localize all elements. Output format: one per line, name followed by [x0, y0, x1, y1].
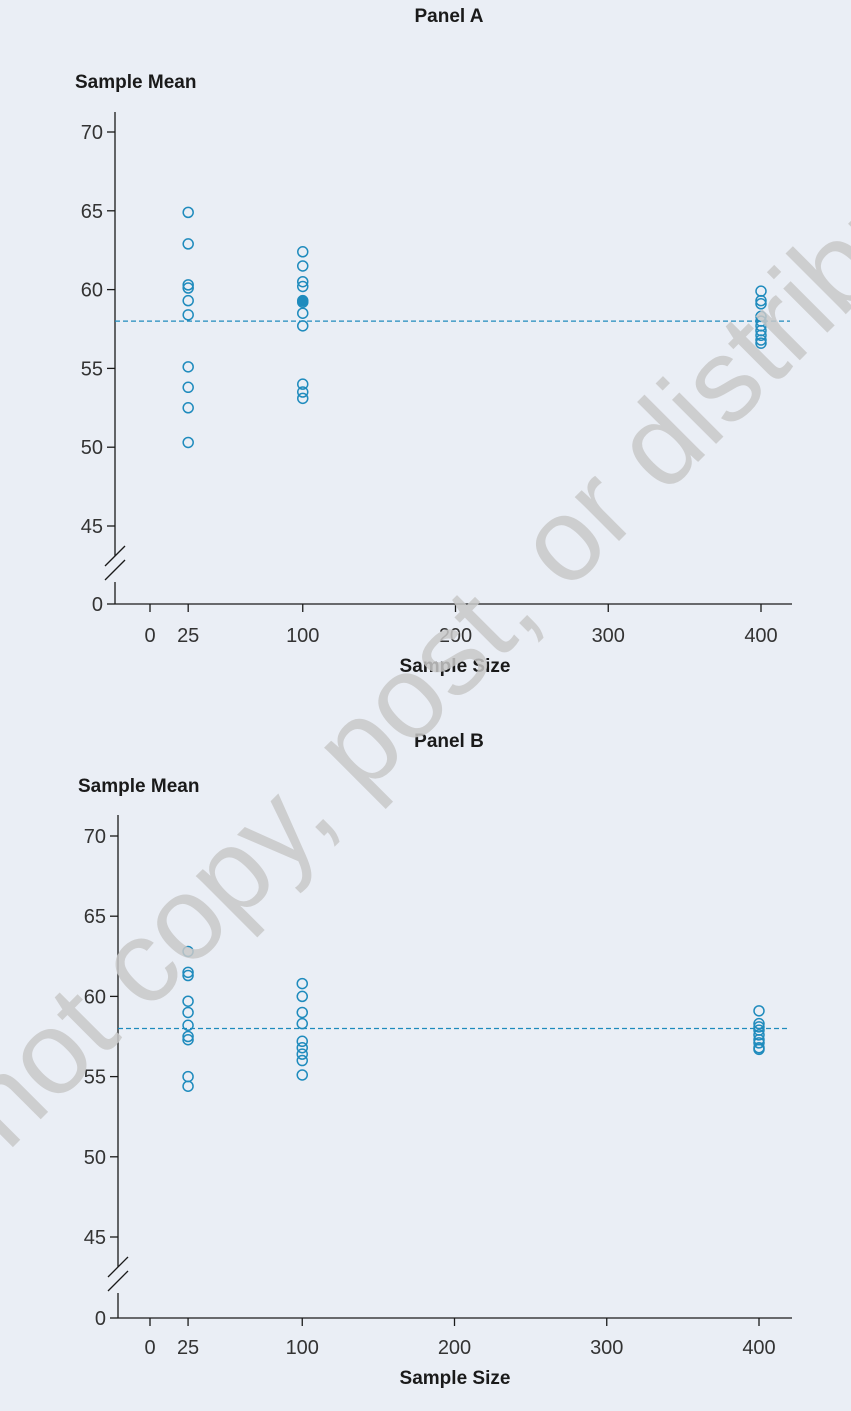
data-point — [182, 945, 194, 958]
x-tick-label: 200 — [439, 625, 472, 647]
data-point — [182, 279, 194, 291]
panel-title: Panel B — [414, 731, 484, 752]
data-point — [753, 1021, 765, 1033]
data-point — [182, 282, 194, 294]
x-tick-label: 300 — [592, 625, 625, 647]
data-point — [182, 969, 194, 982]
data-point — [297, 378, 309, 390]
data-point — [297, 260, 309, 272]
y-tick-label: 65 — [84, 906, 106, 928]
x-tick-label: 400 — [744, 625, 777, 647]
x-tick-label: 100 — [286, 1337, 319, 1359]
data-point — [296, 1017, 308, 1030]
y-tick-label: 45 — [81, 516, 103, 538]
data-point — [753, 1005, 765, 1017]
data-point — [182, 381, 194, 394]
data-point — [182, 1019, 194, 1032]
data-point — [753, 1029, 765, 1041]
y-tick-label: 70 — [81, 122, 103, 144]
data-point — [296, 1041, 308, 1054]
data-point — [297, 246, 309, 258]
y-tick-label: 45 — [84, 1227, 106, 1249]
x-tick-label: 100 — [286, 625, 319, 647]
panel-b: Panel B Sample Mean 0 45 50 55 60 65 70 0 25 100 200… — [78, 731, 792, 1389]
data-point — [296, 990, 308, 1003]
data-point — [296, 977, 308, 990]
x-tick-label: 400 — [742, 1337, 775, 1359]
y-tick-label: 60 — [84, 986, 106, 1008]
x-axis-title: Sample Size — [400, 1368, 511, 1389]
axis-break-mark — [104, 545, 126, 567]
axis-break-mark — [107, 1270, 129, 1292]
data-point — [182, 1033, 194, 1046]
x-tick-label: 0 — [144, 625, 155, 647]
data-point — [182, 436, 194, 449]
panel-a: Panel A Sample Mean 0 45 50 55 60 65 70 0 25 100 200… — [75, 6, 792, 677]
data-point — [182, 1030, 194, 1043]
data-point — [297, 320, 309, 332]
y-tick-label: 50 — [84, 1147, 106, 1169]
x-axis-title: Sample Size — [400, 656, 511, 677]
y-tick-label: 0 — [95, 1308, 106, 1330]
data-point — [753, 1017, 765, 1030]
data-point — [297, 307, 309, 319]
data-point — [182, 995, 194, 1007]
data-point — [182, 294, 194, 307]
y-tick-label: 55 — [81, 358, 103, 380]
x-tick-label: 25 — [177, 625, 199, 647]
x-tick-label: 200 — [438, 1337, 471, 1359]
y-tick-label: 0 — [92, 594, 103, 616]
data-point — [296, 1069, 308, 1081]
data-point — [296, 1054, 308, 1067]
data-point — [297, 275, 309, 288]
data-point — [182, 309, 194, 321]
data-point — [182, 361, 194, 373]
y-tick-label: 70 — [84, 826, 106, 848]
y-tick-label: 65 — [81, 201, 103, 223]
axis-break-mark — [104, 559, 126, 581]
data-point — [753, 1037, 765, 1049]
y-tick-label: 55 — [84, 1067, 106, 1089]
data-point — [755, 285, 767, 297]
data-point — [753, 1043, 765, 1056]
data-point — [755, 294, 767, 307]
data-point — [755, 329, 767, 342]
data-point — [182, 206, 194, 219]
y-axis-title: Sample Mean — [78, 776, 199, 797]
data-point — [297, 386, 309, 398]
data-point — [297, 280, 309, 293]
data-point — [182, 1070, 194, 1083]
data-point — [182, 1080, 194, 1092]
data-point — [755, 298, 767, 310]
data-point — [755, 337, 767, 349]
data-point — [296, 1035, 308, 1048]
x-tick-label: 300 — [590, 1337, 623, 1359]
data-point — [297, 392, 309, 405]
data-point — [182, 238, 194, 250]
data-point — [182, 966, 194, 979]
y-tick-label: 50 — [81, 437, 103, 459]
y-axis-title: Sample Mean — [75, 72, 196, 93]
data-point — [296, 1006, 308, 1019]
x-tick-label: 0 — [144, 1337, 155, 1359]
data-point — [296, 1048, 308, 1060]
data-point — [755, 334, 767, 346]
x-tick-label: 25 — [177, 1337, 199, 1359]
y-tick-label: 60 — [81, 280, 103, 302]
data-point — [182, 1006, 194, 1019]
axis-break-mark — [107, 1256, 129, 1278]
data-point — [182, 402, 194, 414]
panel-title: Panel A — [415, 6, 484, 27]
data-point — [297, 296, 309, 308]
